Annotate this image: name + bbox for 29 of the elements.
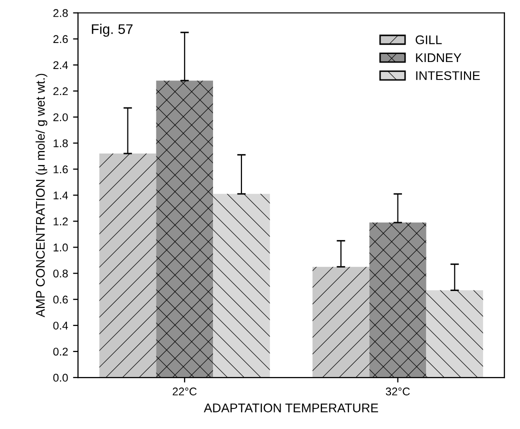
y-axis-title: AMP CONCENTRATION (μ mole/ g wet wt.) bbox=[36, 74, 48, 318]
x-tick-label: 22°C bbox=[172, 388, 197, 396]
y-tick-label: 1.2 bbox=[54, 218, 68, 226]
x-axis-title: ADAPTATION TEMPERATURE bbox=[204, 403, 378, 412]
bar bbox=[99, 154, 156, 378]
y-tick-label: 0.4 bbox=[53, 322, 68, 330]
y-tick-label: 1.4 bbox=[54, 192, 68, 200]
y-tick-label: 1.0 bbox=[54, 244, 68, 252]
y-tick-label: 1.6 bbox=[54, 165, 68, 174]
y-tick-label: 2.2 bbox=[53, 87, 68, 96]
bar bbox=[312, 266, 370, 378]
bar bbox=[156, 80, 214, 378]
bar bbox=[369, 222, 426, 378]
y-tick-label: 0.2 bbox=[53, 348, 68, 356]
y-tick-label: 2.0 bbox=[53, 113, 68, 122]
x-tick-label: 32°C bbox=[386, 388, 410, 396]
y-tick-label: 2.4 bbox=[53, 61, 68, 69]
y-tick-label: 0.6 bbox=[53, 296, 68, 304]
y-tick-label: 2.6 bbox=[53, 35, 68, 44]
annotation: Fig. 57 bbox=[92, 24, 133, 37]
legend-label: KIDNEY bbox=[416, 53, 462, 62]
legend-label: INTESTINE bbox=[416, 71, 480, 80]
bar bbox=[213, 194, 270, 378]
legend-label: GILL bbox=[416, 35, 442, 44]
bar bbox=[426, 290, 484, 378]
y-tick-label: 0.0 bbox=[53, 374, 68, 382]
y-tick-label: 2.8 bbox=[53, 9, 68, 18]
y-tick-label: 0.8 bbox=[53, 270, 68, 278]
y-tick-label: 1.8 bbox=[54, 139, 68, 148]
